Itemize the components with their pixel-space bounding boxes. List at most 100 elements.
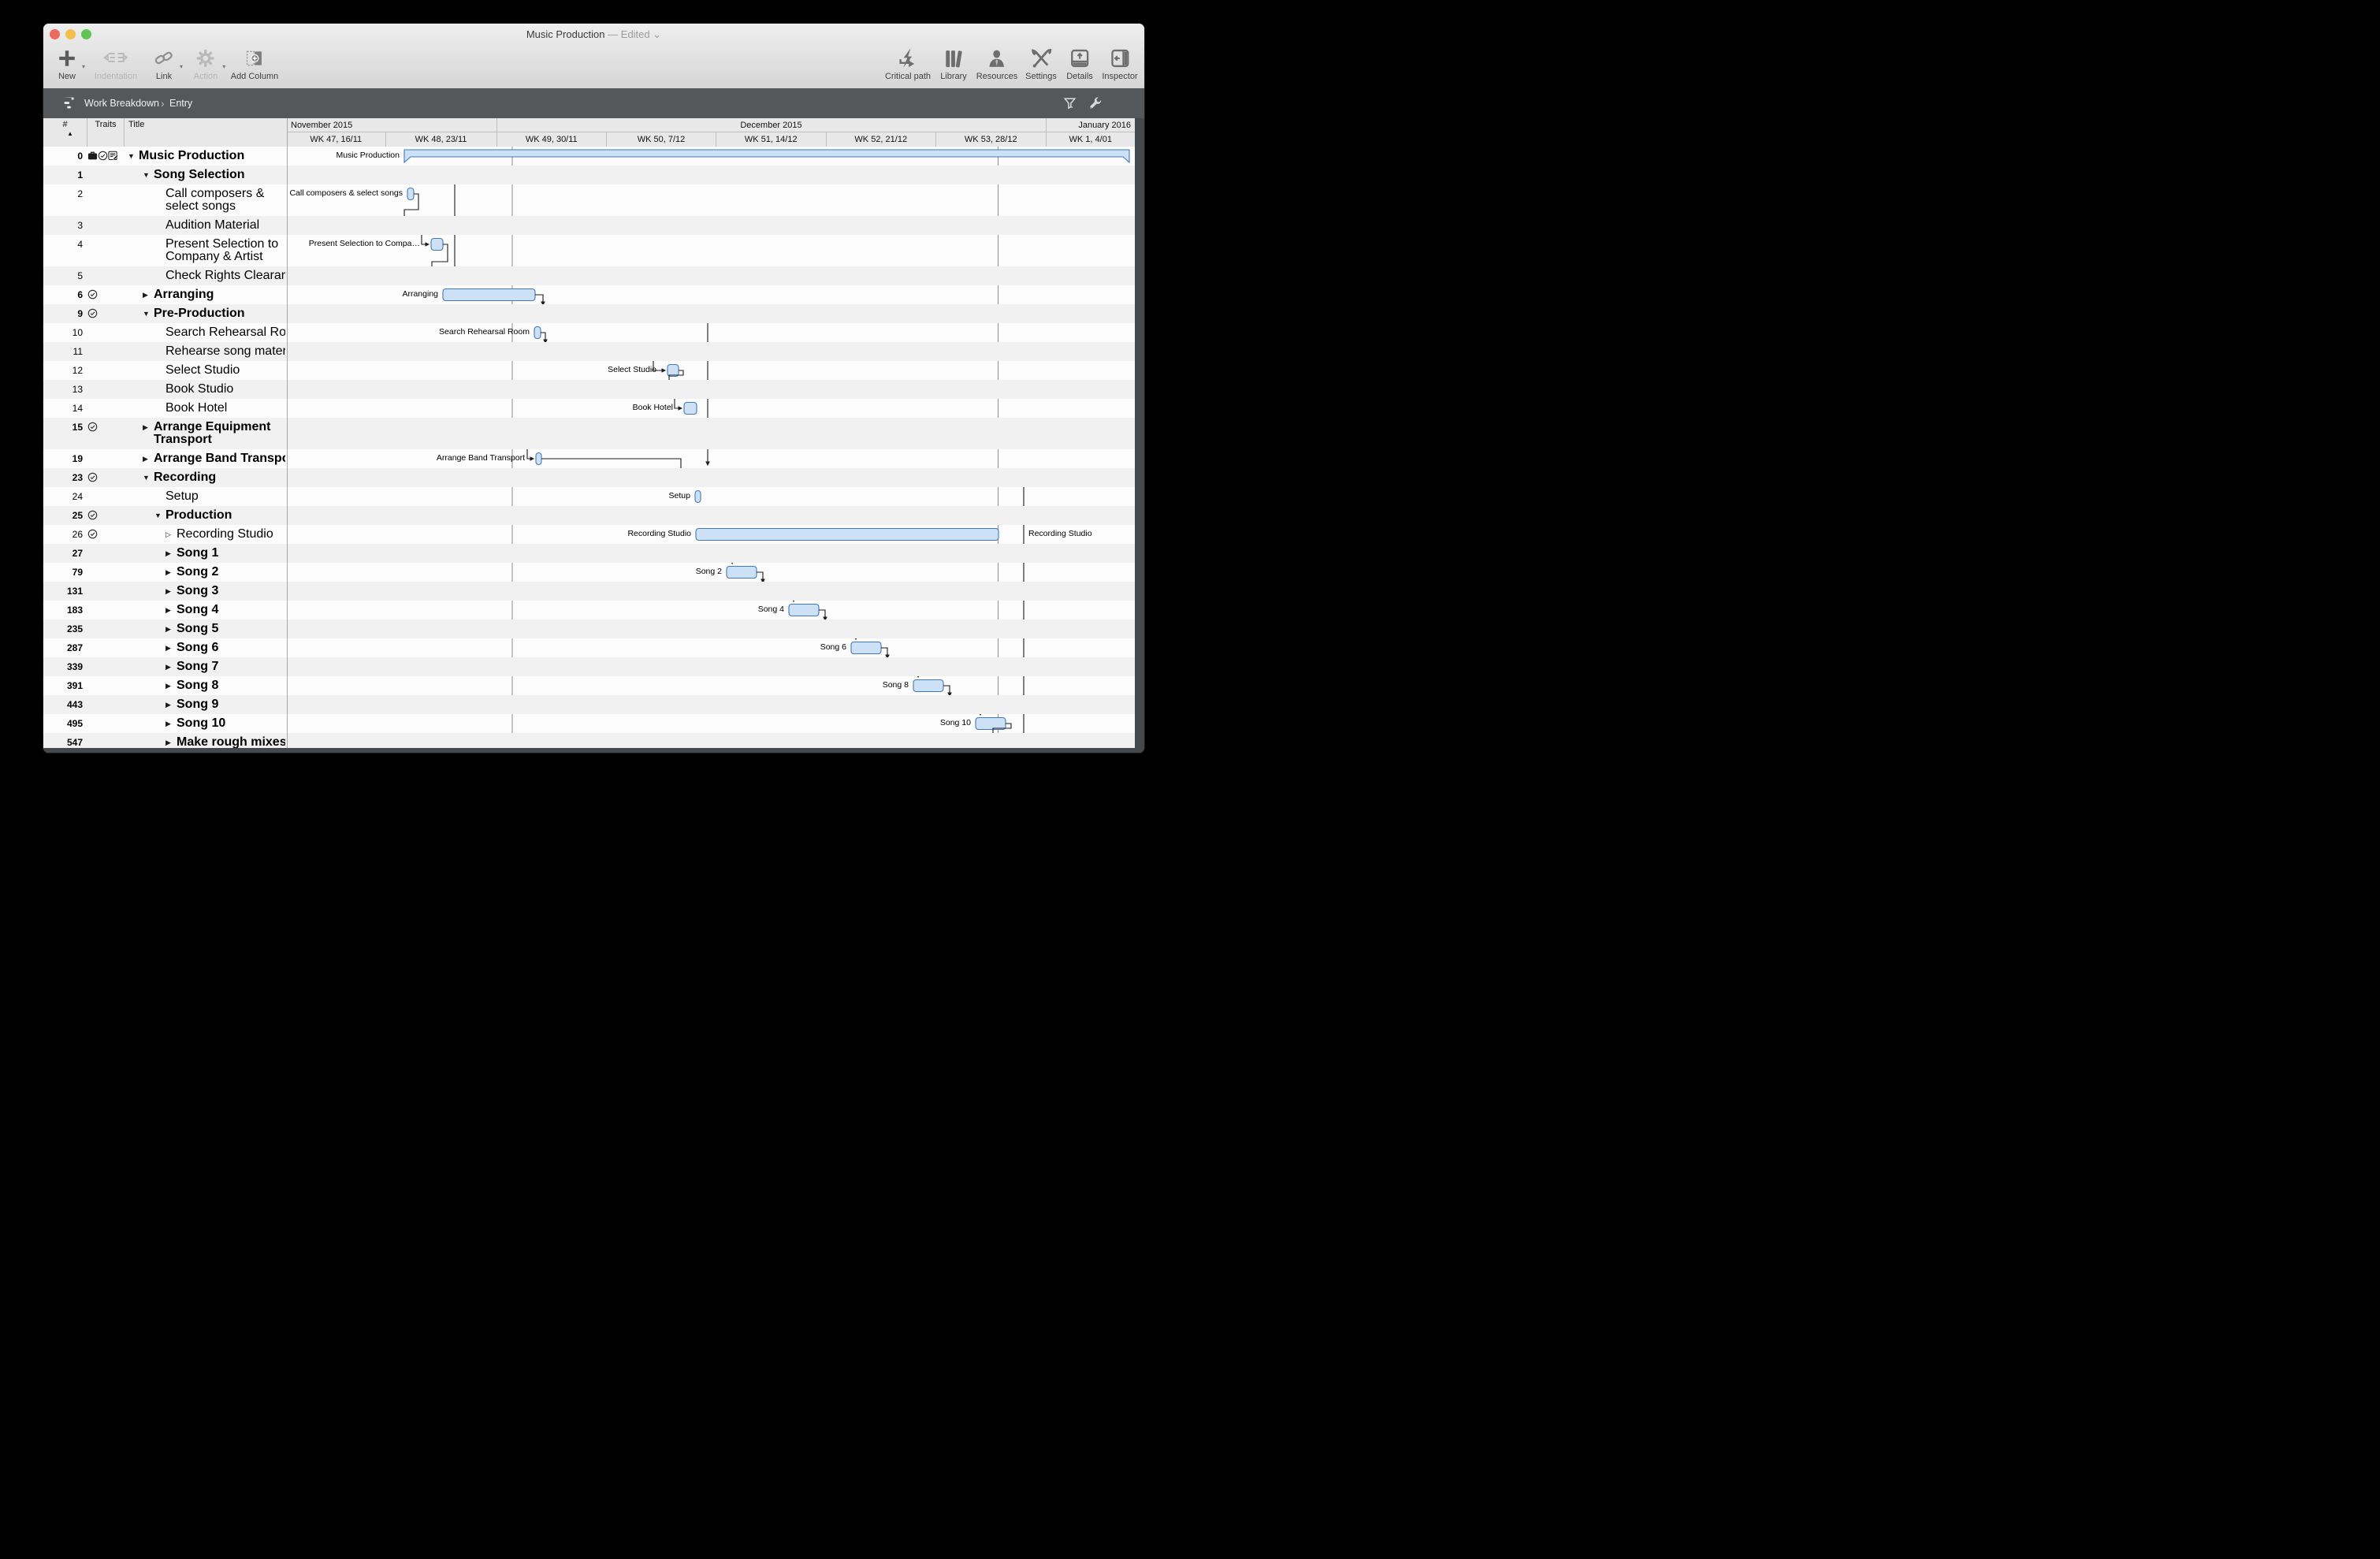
- table-row[interactable]: 24 Setup: [43, 487, 287, 506]
- table-row[interactable]: 13 Book Studio: [43, 380, 287, 399]
- library-button[interactable]: Library: [940, 46, 967, 81]
- task-title[interactable]: Song 1: [177, 546, 219, 560]
- table-row[interactable]: 443 ▶ Song 9: [43, 695, 287, 714]
- task-title[interactable]: Recording Studio: [177, 527, 273, 541]
- table-row[interactable]: 12 Select Studio: [43, 361, 287, 380]
- resources-button[interactable]: Resources: [976, 46, 1017, 81]
- month-header[interactable]: January 2016: [1046, 118, 1135, 132]
- week-header[interactable]: WK 49, 30/11: [497, 132, 607, 147]
- disclosure-expanded-icon[interactable]: ▼: [143, 474, 150, 482]
- task-title[interactable]: Select Studio: [165, 363, 240, 377]
- task-title[interactable]: Song 9: [177, 698, 219, 711]
- month-header[interactable]: November 2015: [287, 118, 497, 132]
- column-header-title[interactable]: Title: [128, 120, 145, 129]
- table-row[interactable]: 1 ▼ Song Selection: [43, 166, 287, 184]
- disclosure-collapsed-icon[interactable]: ▶: [165, 663, 171, 671]
- week-header[interactable]: WK 52, 21/12: [827, 132, 936, 147]
- task-bar[interactable]: [683, 401, 697, 415]
- task-title[interactable]: Production: [165, 508, 232, 522]
- task-title[interactable]: Song 3: [177, 584, 219, 597]
- disclosure-collapsed-icon[interactable]: ▶: [143, 423, 148, 431]
- disclosure-collapsed-icon[interactable]: ▶: [143, 291, 148, 299]
- disclosure-collapsed-icon[interactable]: ▶: [165, 682, 171, 690]
- table-row[interactable]: 14 Book Hotel: [43, 399, 287, 418]
- task-title[interactable]: Arrange Band Transport: [154, 452, 285, 465]
- disclosure-collapsed-icon[interactable]: ▶: [165, 720, 171, 727]
- dropdown-arrow-icon[interactable]: ▾: [179, 63, 183, 70]
- week-header[interactable]: WK 50, 7/12: [607, 132, 716, 147]
- table-row[interactable]: 11 Rehearse song material: [43, 342, 287, 361]
- table-row[interactable]: 4 Present Selection to Company & Artist: [43, 235, 287, 266]
- task-title[interactable]: Music Production: [139, 149, 245, 162]
- minimize-button[interactable]: [65, 29, 76, 39]
- week-header[interactable]: WK 47, 16/11: [287, 132, 386, 147]
- task-title[interactable]: Song 2: [177, 565, 219, 579]
- settings-button[interactable]: Settings: [1025, 46, 1057, 81]
- disclosure-collapsed-icon[interactable]: ▶: [165, 587, 171, 595]
- dropdown-arrow-icon[interactable]: ▾: [222, 63, 226, 70]
- task-title[interactable]: Rehearse song material: [165, 344, 285, 358]
- task-title[interactable]: Pre-Production: [154, 307, 245, 320]
- task-title[interactable]: Present Selection to Company & Artist: [165, 237, 279, 263]
- task-bar[interactable]: [726, 565, 757, 579]
- task-title[interactable]: Arranging: [154, 288, 214, 301]
- table-row[interactable]: 19 ▶ Arrange Band Transport: [43, 449, 287, 468]
- disclosure-collapsed-icon[interactable]: ▶: [165, 644, 171, 652]
- task-title[interactable]: Make rough mixes: [177, 735, 285, 748]
- task-bar[interactable]: [442, 288, 536, 302]
- task-title[interactable]: Song Selection: [154, 168, 245, 181]
- task-bar[interactable]: [913, 679, 944, 693]
- table-row[interactable]: 3 Audition Material: [43, 216, 287, 235]
- action-button[interactable]: ▾ Action: [194, 46, 225, 81]
- wrench-icon[interactable]: [1088, 95, 1103, 115]
- inspector-button[interactable]: Inspector: [1102, 46, 1138, 81]
- task-bar[interactable]: [430, 237, 444, 251]
- table-row[interactable]: 27 ▶ Song 1: [43, 544, 287, 563]
- disclosure-expanded-icon[interactable]: ▼: [128, 152, 135, 160]
- disclosure-collapsed-icon[interactable]: ▶: [165, 701, 171, 709]
- column-header-traits[interactable]: Traits: [95, 120, 117, 129]
- breadcrumb-mode[interactable]: Entry: [169, 98, 193, 109]
- task-title[interactable]: Song 7: [177, 660, 219, 673]
- task-bar[interactable]: [695, 527, 999, 541]
- table-row[interactable]: 10 Search Rehearsal Room: [43, 323, 287, 342]
- task-title[interactable]: Check Rights Clearance: [165, 269, 285, 282]
- new-button[interactable]: ▾ New: [57, 46, 85, 81]
- dropdown-arrow-icon[interactable]: ▾: [81, 63, 85, 70]
- disclosure-collapsed-icon[interactable]: ▶: [165, 606, 171, 614]
- table-row[interactable]: 131 ▶ Song 3: [43, 582, 287, 601]
- table-row[interactable]: 25 ▼ Production: [43, 506, 287, 525]
- week-header[interactable]: WK 53, 28/12: [936, 132, 1047, 147]
- table-row[interactable]: 287 ▶ Song 6: [43, 638, 287, 657]
- disclosure-collapsed-icon[interactable]: ▶: [165, 568, 171, 576]
- disclosure-expanded-icon[interactable]: ▼: [143, 310, 150, 318]
- task-title[interactable]: Search Rehearsal Room: [165, 326, 285, 339]
- pane-divider[interactable]: [287, 118, 288, 748]
- task-title[interactable]: Setup: [165, 489, 199, 503]
- week-header[interactable]: WK 1, 4/01: [1069, 135, 1112, 144]
- task-title[interactable]: Audition Material: [165, 218, 260, 232]
- table-row[interactable]: 79 ▶ Song 2: [43, 563, 287, 582]
- critical-path-button[interactable]: Critical path: [885, 46, 931, 81]
- table-row[interactable]: 547 ▶ Make rough mixes: [43, 733, 287, 748]
- table-row[interactable]: 15 ▶ Arrange Equipment Transport: [43, 418, 287, 449]
- disclosure-collapsed-icon[interactable]: ▶: [165, 549, 171, 557]
- task-title[interactable]: Book Hotel: [165, 401, 228, 415]
- table-row[interactable]: 2 Call composers & select songs: [43, 184, 287, 216]
- summary-bar[interactable]: [403, 149, 1130, 164]
- table-row[interactable]: 23 ▼ Recording: [43, 468, 287, 487]
- column-header-num[interactable]: #: [62, 120, 68, 129]
- task-title[interactable]: Song 10: [177, 716, 226, 730]
- month-header[interactable]: December 2015: [496, 118, 1047, 132]
- task-title[interactable]: Book Studio: [165, 382, 234, 396]
- task-title[interactable]: Song 4: [177, 603, 219, 616]
- disclosure-collapsed-icon[interactable]: ▷: [165, 530, 171, 538]
- table-row[interactable]: 391 ▶ Song 8: [43, 676, 287, 695]
- table-row[interactable]: 5 Check Rights Clearance: [43, 266, 287, 285]
- disclosure-collapsed-icon[interactable]: ▶: [143, 455, 148, 463]
- details-button[interactable]: Details: [1066, 46, 1093, 81]
- close-button[interactable]: [50, 29, 60, 39]
- table-row[interactable]: 339 ▶ Song 7: [43, 657, 287, 676]
- zoom-button[interactable]: [81, 29, 91, 39]
- task-bar[interactable]: [694, 489, 701, 504]
